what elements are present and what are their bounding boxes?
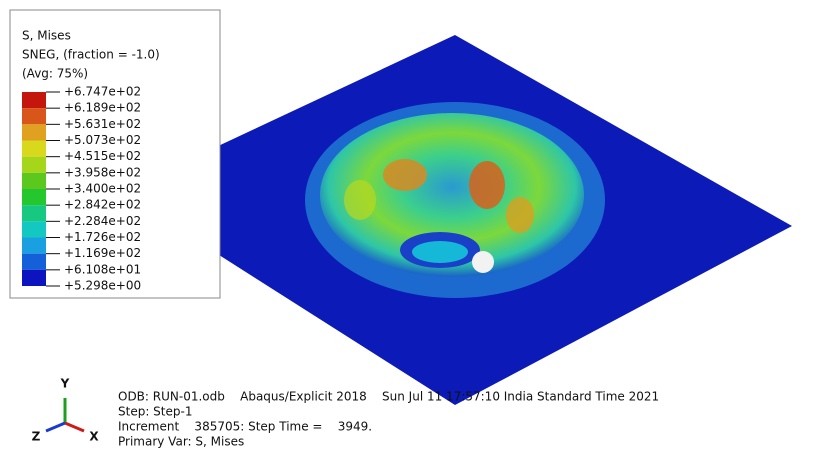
stress-spot (383, 159, 427, 191)
legend-label: +5.073e+02 (64, 133, 141, 147)
stress-spot (344, 180, 376, 220)
legend-title: S, Mises (22, 29, 71, 43)
triad-z-axis (46, 423, 65, 431)
legend-title: SNEG, (fraction = -1.0) (22, 48, 160, 62)
info-line: Step: Step-1 (118, 405, 192, 419)
legend-label: +4.515e+02 (64, 149, 141, 163)
legend-swatch (22, 189, 46, 205)
legend-swatch (22, 173, 46, 189)
triad-x-axis (65, 423, 84, 431)
legend-swatch (22, 157, 46, 173)
legend-swatch (22, 124, 46, 140)
legend-swatch (22, 270, 46, 286)
legend-title: (Avg: 75%) (22, 67, 88, 81)
legend-label: +6.189e+02 (64, 101, 141, 115)
model (120, 35, 792, 405)
triad-y-label: Y (60, 377, 70, 391)
stress-spot (506, 197, 534, 233)
info-block: ODB: RUN-01.odb Abaqus/Explicit 2018 Sun… (118, 390, 659, 449)
info-line: Primary Var: S, Mises (118, 435, 244, 449)
punch (472, 251, 494, 273)
info-line: ODB: RUN-01.odb Abaqus/Explicit 2018 Sun… (118, 390, 659, 404)
legend-label: +1.169e+02 (64, 246, 141, 260)
legend-swatch (22, 141, 46, 157)
legend-swatch (22, 205, 46, 221)
legend-label: +5.631e+02 (64, 117, 141, 131)
legend-swatch (22, 92, 46, 108)
legend-label: +2.284e+02 (64, 214, 141, 228)
triad-x-label: X (89, 430, 99, 444)
legend-label: +6.747e+02 (64, 85, 141, 99)
triad-z-label: Z (32, 430, 41, 444)
legend-label: +3.958e+02 (64, 165, 141, 179)
bowl-bottom-inner (412, 241, 468, 263)
viewport: S, Mises SNEG, (fraction = -1.0) (Avg: 75%… (0, 0, 821, 459)
info-line: Increment 385705: Step Time = 3949. (118, 420, 372, 434)
legend-swatch (22, 108, 46, 124)
triad: Y X Z (32, 377, 100, 444)
legend-label: +1.726e+02 (64, 230, 141, 244)
legend-label: +2.842e+02 (64, 198, 141, 212)
stress-spot (469, 161, 505, 209)
legend-label: +6.108e+01 (64, 262, 141, 276)
legend-swatch (22, 254, 46, 270)
legend-label: +3.400e+02 (64, 182, 141, 196)
legend-swatch (22, 221, 46, 237)
legend-label: +5.298e+00 (64, 279, 141, 293)
legend-swatch (22, 238, 46, 254)
